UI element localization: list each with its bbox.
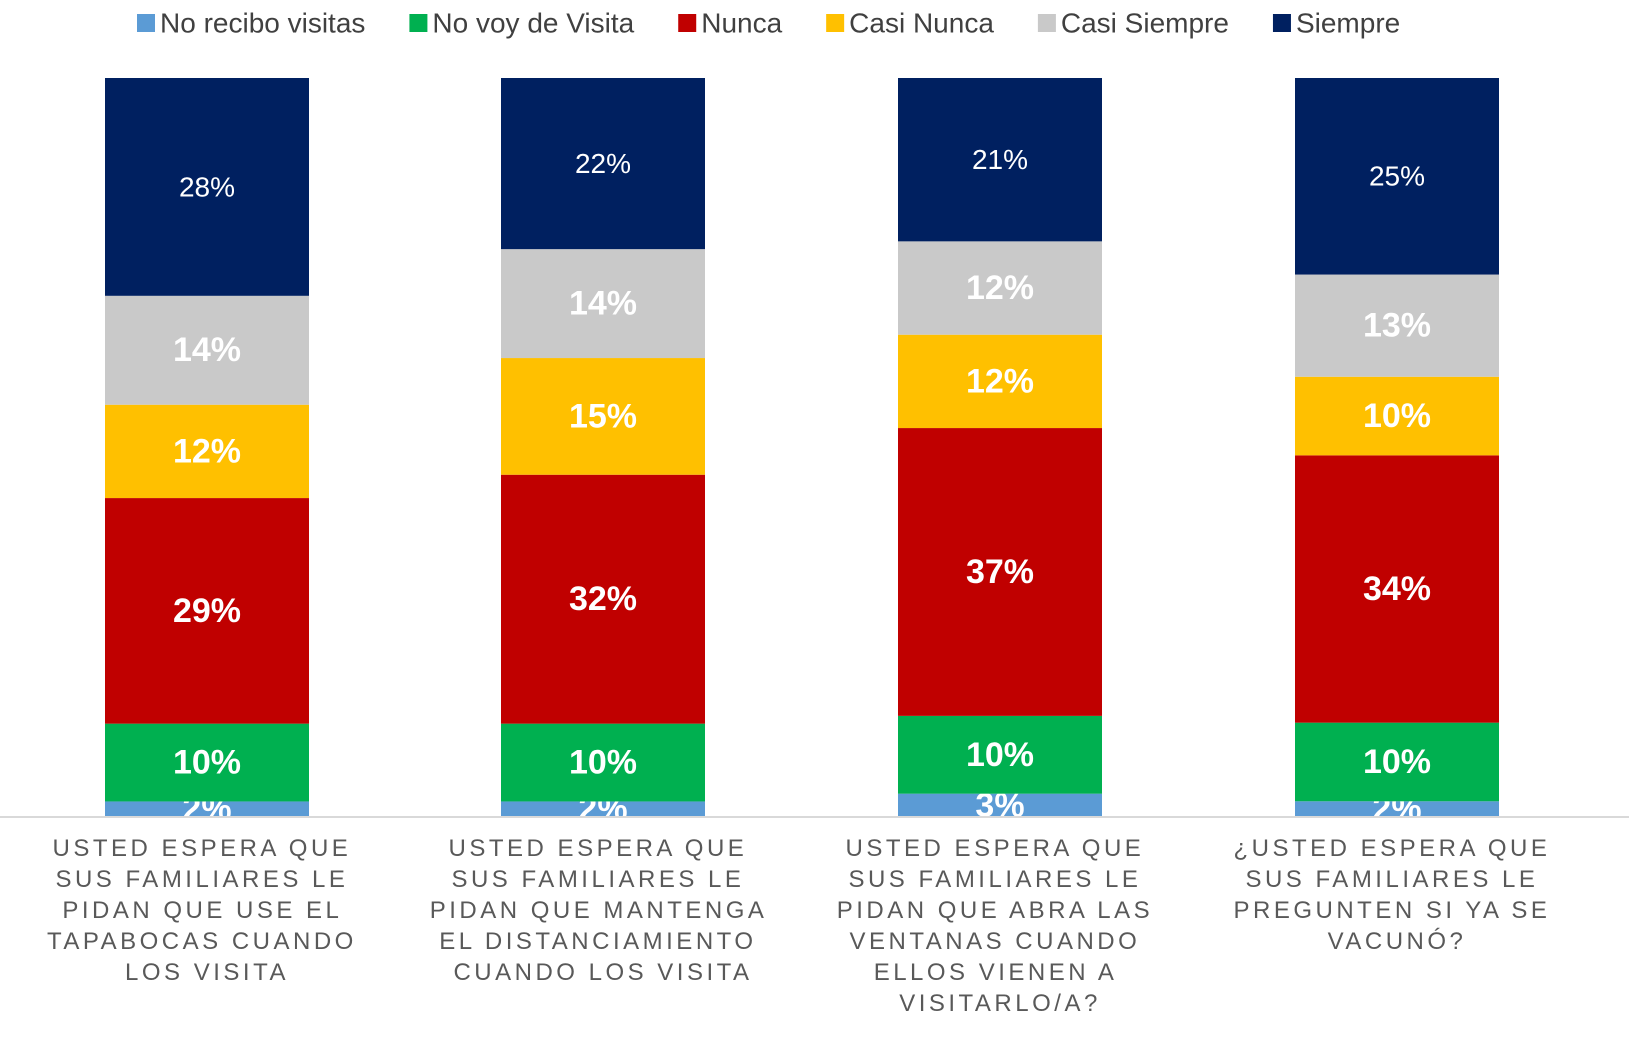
bar-segment [105, 801, 309, 817]
bar-segment [1295, 376, 1499, 456]
data-label: 15% [569, 397, 637, 435]
data-label: 10% [1363, 397, 1431, 435]
legend-label: No recibo visitas [160, 7, 365, 38]
bar-segment [1295, 722, 1499, 802]
data-label: 21% [972, 144, 1028, 175]
bar-segment [898, 78, 1102, 242]
data-label: 34% [1363, 570, 1431, 608]
legend-label: Nunca [701, 7, 782, 38]
bar-segment [1295, 455, 1499, 723]
data-label: 10% [173, 744, 241, 782]
data-label: 14% [173, 331, 241, 369]
legend-label: Siempre [1296, 7, 1400, 38]
x-tick-label: USTED ESPERA QUE SUS FAMILIARES LE PIDAN… [47, 835, 367, 986]
bar-segment [898, 241, 1102, 335]
bar-segment [501, 474, 705, 724]
data-label: 13% [1363, 307, 1431, 345]
bar-segment [105, 498, 309, 724]
data-label: 37% [966, 553, 1034, 591]
data-label: 32% [569, 580, 637, 618]
plot-area: 2%10%29%12%14%28%2%10%32%15%14%22%3%10%3… [105, 78, 1499, 817]
data-label: 12% [966, 362, 1034, 400]
legend-label: Casi Nunca [849, 7, 994, 38]
x-tick-label: USTED ESPERA QUE SUS FAMILIARES LE PIDAN… [430, 835, 777, 986]
bar-segment [1295, 78, 1499, 275]
data-label: 22% [575, 148, 631, 179]
bar-segment [501, 723, 705, 802]
legend-swatch [678, 14, 697, 32]
data-label: 10% [1363, 743, 1431, 781]
legend-swatch [137, 14, 155, 32]
bar-segment [501, 249, 705, 359]
legend-label: No voy de Visita [432, 7, 634, 38]
legend-label: Casi Siempre [1061, 7, 1229, 38]
data-label: 28% [179, 171, 235, 202]
bar-segment [898, 715, 1102, 794]
data-label: 12% [173, 432, 241, 470]
data-label: 10% [966, 736, 1034, 774]
legend-swatch [1272, 14, 1291, 32]
bar-segment [1295, 274, 1499, 377]
bar-segment [501, 78, 705, 250]
data-label: 12% [966, 269, 1034, 307]
x-tick-label: ¿USTED ESPERA QUE SUS FAMILIARES LE PREG… [1233, 835, 1560, 955]
bar-segment [898, 793, 1102, 817]
legend-swatch [826, 14, 845, 32]
bar-segment [105, 404, 309, 499]
bar-segment [501, 801, 705, 817]
data-label: 29% [173, 592, 241, 630]
legend-swatch [409, 14, 428, 32]
legend-swatch [1037, 14, 1056, 32]
data-label: 10% [569, 744, 637, 782]
bar-segment [501, 358, 705, 475]
bar-segment [898, 428, 1102, 716]
bar-segment [898, 334, 1102, 429]
bar-segment [105, 78, 309, 296]
data-label: 25% [1369, 161, 1425, 192]
bar-segment [1295, 801, 1499, 817]
bar-segment [105, 295, 309, 405]
data-label: 14% [569, 285, 637, 323]
bar-segment [105, 723, 309, 802]
x-tick-label: USTED ESPERA QUE SUS FAMILIARES LE PIDAN… [837, 835, 1164, 1017]
